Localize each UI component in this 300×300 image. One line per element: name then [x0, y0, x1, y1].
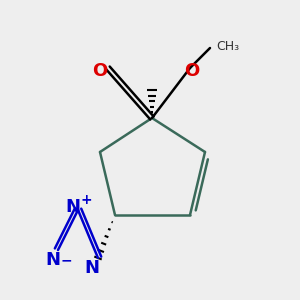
- Text: N: N: [46, 251, 61, 269]
- Text: CH₃: CH₃: [216, 40, 239, 52]
- Text: O: O: [184, 62, 200, 80]
- Text: N: N: [85, 259, 100, 277]
- Text: −: −: [60, 253, 72, 267]
- Text: +: +: [80, 193, 92, 207]
- Text: N: N: [65, 198, 80, 216]
- Text: O: O: [92, 62, 108, 80]
